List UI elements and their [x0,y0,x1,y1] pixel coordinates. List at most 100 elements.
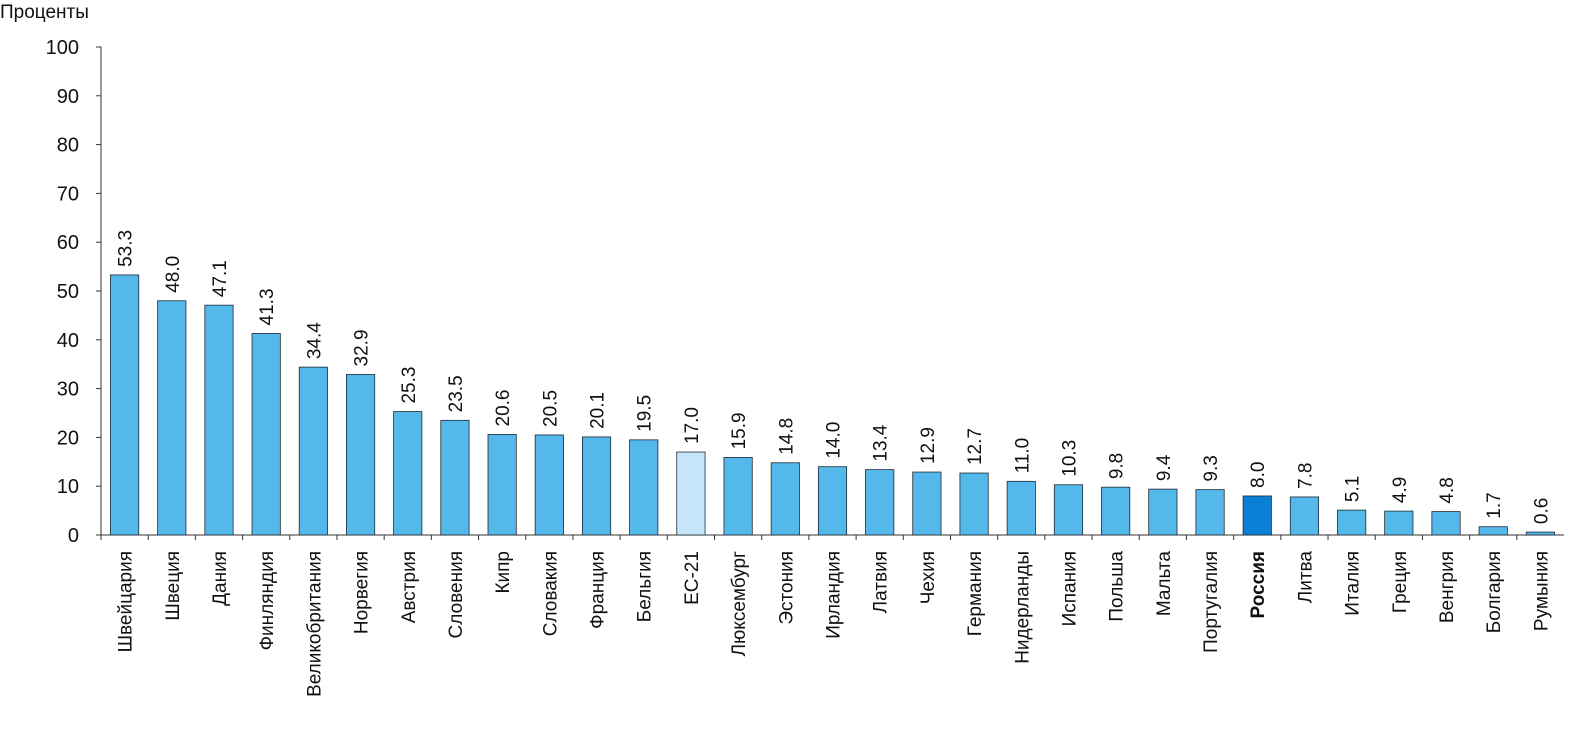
bar [440,419,470,536]
bar [817,466,848,536]
bar [1101,486,1131,536]
bar [865,469,895,536]
category-label: Кипр [493,551,514,594]
bar [298,366,328,536]
value-label: 20.1 [588,392,609,429]
value-label: 12.9 [918,427,939,464]
category-label: Румыния [1531,551,1552,631]
y-tick-label: 50 [57,281,79,303]
category-label: ЕС-21 [682,551,703,605]
category-label: Эстония [776,551,797,625]
value-label: 15.9 [729,412,750,449]
category-label: Польша [1107,551,1128,622]
value-label: 20.5 [540,390,561,427]
bar [770,462,800,536]
category-label: Латвия [871,551,892,613]
bar [912,471,942,536]
value-label: 13.4 [871,424,892,461]
value-label: 9.3 [1201,455,1222,481]
category-label: Литва [1295,551,1316,604]
bar [1053,484,1084,536]
bar [629,439,659,536]
category-label: Швеция [163,551,184,621]
category-label: Дания [210,551,231,606]
bar [676,451,706,536]
bar [251,333,281,536]
bar [487,434,517,536]
value-label: 25.3 [399,367,420,404]
y-axis-title: Проценты [0,2,89,23]
category-label: Венгрия [1437,551,1458,623]
bar [346,374,376,536]
y-tick-label: 0 [68,525,79,547]
category-label: Германия [965,551,986,636]
value-label: 17.0 [682,407,703,444]
category-label: Чехия [918,551,939,604]
value-label: 32.9 [352,329,373,366]
category-label: Россия [1248,551,1269,618]
y-tick-label: 60 [57,232,79,254]
value-label: 48.0 [163,256,184,293]
bar [1384,510,1414,536]
value-label: 11.0 [1012,438,1033,474]
value-label: 14.0 [824,422,845,459]
value-label: 47.1 [210,260,231,297]
category-label: Италия [1343,551,1364,616]
category-label: Ирландия [824,551,845,639]
bar [1431,511,1461,536]
bar [959,472,989,536]
value-label: 34.4 [304,322,325,359]
category-label: Великобритания [304,551,325,697]
bar [581,436,612,536]
category-label: Португалия [1201,551,1222,653]
bar [1525,531,1555,536]
value-label: 4.8 [1437,477,1458,503]
category-label: Греция [1390,551,1411,613]
bar [1006,480,1036,536]
value-label: 19.5 [635,395,656,432]
category-label: Швейцария [116,551,137,652]
category-label: Люксембург [729,551,750,656]
bar [1195,489,1225,536]
value-label: 20.6 [493,389,514,426]
value-label: 53.3 [116,230,137,267]
y-tick-label: 80 [57,135,79,157]
bar [1337,509,1367,536]
y-tick-label: 30 [57,379,79,401]
bar [1242,495,1272,536]
bar [723,457,753,536]
value-label: 7.8 [1295,463,1316,489]
y-tick-label: 10 [57,476,79,498]
bar [1478,526,1508,536]
category-label: Болгария [1484,551,1505,633]
category-label: Бельгия [635,551,656,622]
category-label: Нидерланды [1012,551,1033,664]
y-tick-label: 70 [57,183,79,205]
y-tick-label: 90 [57,86,79,108]
value-label: 9.8 [1107,453,1128,479]
value-label: 9.4 [1154,454,1175,481]
bar [204,304,234,536]
category-label: Словакия [540,551,561,636]
category-label: Австрия [399,551,420,623]
value-label: 23.5 [446,375,467,412]
value-label: 5.1 [1343,476,1364,502]
category-label: Мальта [1154,551,1175,617]
value-label: 12.7 [965,428,986,465]
value-label: 41.3 [257,288,278,325]
value-label: 4.9 [1390,477,1411,503]
y-tick-label: 40 [57,330,79,352]
value-label: 10.3 [1059,440,1080,477]
bar [110,274,140,536]
bar [534,434,564,536]
value-label: 8.0 [1248,462,1269,488]
value-label: 1.7 [1484,492,1505,518]
bar [393,411,423,536]
category-label: Финляндия [257,551,278,650]
bar [1148,488,1178,536]
bar [1289,496,1319,536]
bar [157,300,187,536]
category-label: Норвегия [352,551,373,634]
y-tick-label: 100 [46,37,79,59]
